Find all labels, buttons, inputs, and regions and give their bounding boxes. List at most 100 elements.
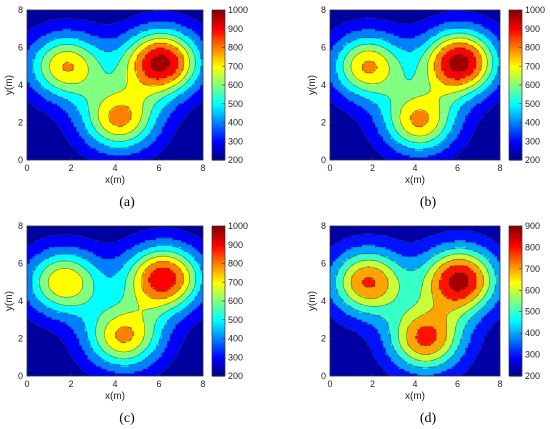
x-tick-label: 2 [370, 163, 375, 173]
panel-label: (c) [119, 411, 135, 426]
colorbar-tick-label: 200 [228, 371, 243, 381]
x-axis-label: x(m) [105, 391, 125, 402]
colorbar-tick-label: 300 [228, 136, 243, 146]
colorbar-tick-label: 300 [525, 350, 540, 360]
colorbar: 200 300 400 500 600 700 800 900 1000 [211, 5, 248, 165]
colorbar-tick-label: 900 [525, 221, 540, 231]
y-tick-label: 2 [321, 334, 326, 344]
colorbar-tick-label: 200 [525, 371, 540, 381]
colorbar-tick-label: 200 [228, 155, 243, 165]
y-tick-label: 8 [18, 221, 23, 231]
x-axis-label: x(m) [405, 175, 425, 186]
colorbar-tick-label: 700 [228, 277, 243, 287]
heatmap-field [330, 10, 500, 160]
x-tick-label: 2 [68, 379, 73, 389]
x-tick-label: 0 [24, 163, 29, 173]
y-tick-label: 0 [321, 155, 326, 165]
contour-lines [27, 227, 203, 376]
x-tick-label: 8 [497, 163, 502, 173]
heatmap-panel-a: 0 2 4 6 8 0 2 4 6 8 x(m) y(m) 200 300 400 500 600 700 800 9… [4, 5, 248, 210]
x-tick-label: 0 [327, 379, 332, 389]
x-tick-label: 8 [200, 379, 205, 389]
colorbar-tick-label: 400 [228, 118, 243, 128]
y-tick-label: 4 [321, 80, 326, 90]
colorbar-tick-label: 300 [525, 136, 540, 146]
colorbar-tick-label: 800 [525, 43, 540, 53]
y-tick-label: 8 [321, 5, 326, 15]
colorbar-tick-label: 400 [525, 328, 540, 338]
colorbar: 200 300 400 500 600 700 800 900 1000 [508, 5, 545, 165]
y-axis-label: y(m) [307, 291, 318, 311]
colorbar-tick-label: 400 [228, 334, 243, 344]
y-tick-label: 8 [18, 5, 23, 15]
colorbar-tick-label: 600 [228, 80, 243, 90]
heatmap-panel-c: 0 2 4 6 8 0 2 4 6 8 x(m) y(m) 200 300 400 500 600 700 800 9… [4, 221, 248, 426]
y-tick-label: 6 [321, 43, 326, 53]
y-axis-label: y(m) [307, 75, 318, 95]
contour-lines [27, 10, 203, 160]
y-tick-label: 4 [321, 296, 326, 306]
colorbar-tick-label: 600 [228, 296, 243, 306]
colorbar-tick-label: 600 [525, 80, 540, 90]
colorbar-tick-label: 800 [228, 259, 243, 269]
y-tick-label: 4 [18, 296, 23, 306]
colorbar-tick-label: 1000 [228, 221, 248, 231]
x-tick-label: 0 [24, 379, 29, 389]
colorbar-tick-label: 600 [525, 285, 540, 295]
y-tick-label: 6 [321, 259, 326, 269]
x-tick-label: 4 [112, 379, 117, 389]
colorbar-tick-label: 500 [525, 307, 540, 317]
colorbar: 200 300 400 500 600 700 800 900 [508, 221, 540, 381]
heatmap-panel-b: 0 2 4 6 8 0 2 4 6 8 x(m) y(m) 200 300 400 500 600 700 800 9… [307, 5, 545, 210]
x-tick-label: 2 [68, 163, 73, 173]
x-tick-label: 4 [112, 163, 117, 173]
heatmap-field [27, 10, 203, 160]
x-tick-label: 8 [497, 379, 502, 389]
y-tick-label: 4 [18, 80, 23, 90]
x-axis-label: x(m) [405, 391, 425, 402]
x-tick-label: 8 [200, 163, 205, 173]
x-tick-label: 6 [156, 379, 161, 389]
colorbar-tick-label: 400 [525, 118, 540, 128]
y-tick-label: 0 [18, 371, 23, 381]
colorbar-tick-label: 900 [228, 24, 243, 34]
colorbar-tick-label: 800 [228, 43, 243, 53]
y-axis-label: y(m) [4, 75, 15, 95]
x-tick-label: 6 [455, 379, 460, 389]
y-tick-label: 0 [18, 155, 23, 165]
colorbar-tick-label: 700 [228, 61, 243, 71]
x-axis-label: x(m) [105, 175, 125, 186]
colorbar-tick-label: 500 [525, 99, 540, 109]
y-axis-label: y(m) [4, 291, 15, 311]
colorbar-tick-label: 200 [525, 155, 540, 165]
heatmap-field [330, 226, 500, 376]
panel-label: (b) [420, 195, 437, 210]
colorbar-tick-label: 900 [228, 240, 243, 250]
colorbar-tick-label: 700 [525, 264, 540, 274]
y-tick-label: 2 [18, 334, 23, 344]
colorbar-tick-label: 900 [525, 24, 540, 34]
x-tick-label: 4 [412, 379, 417, 389]
x-tick-label: 0 [327, 163, 332, 173]
y-tick-label: 8 [321, 221, 326, 231]
x-tick-label: 2 [370, 379, 375, 389]
y-tick-label: 6 [18, 43, 23, 53]
panel-label: (d) [420, 411, 437, 426]
contour-lines [330, 10, 500, 160]
colorbar-tick-label: 700 [525, 61, 540, 71]
y-tick-label: 6 [18, 259, 23, 269]
panel-label: (a) [119, 195, 135, 210]
colorbar-tick-label: 500 [228, 315, 243, 325]
x-tick-label: 6 [455, 163, 460, 173]
colorbar-tick-label: 1000 [228, 5, 248, 15]
colorbar-tick-label: 300 [228, 352, 243, 362]
heatmap-field [27, 226, 203, 376]
colorbar-tick-label: 1000 [525, 5, 545, 15]
colorbar-tick-label: 800 [525, 242, 540, 252]
x-tick-label: 4 [412, 163, 417, 173]
y-tick-label: 0 [321, 371, 326, 381]
heatmap-panel-d: 0 2 4 6 8 0 2 4 6 8 x(m) y(m) 200 300 400 500 600 700 800 9… [307, 221, 540, 426]
y-tick-label: 2 [18, 118, 23, 128]
contour-lines [330, 229, 500, 376]
